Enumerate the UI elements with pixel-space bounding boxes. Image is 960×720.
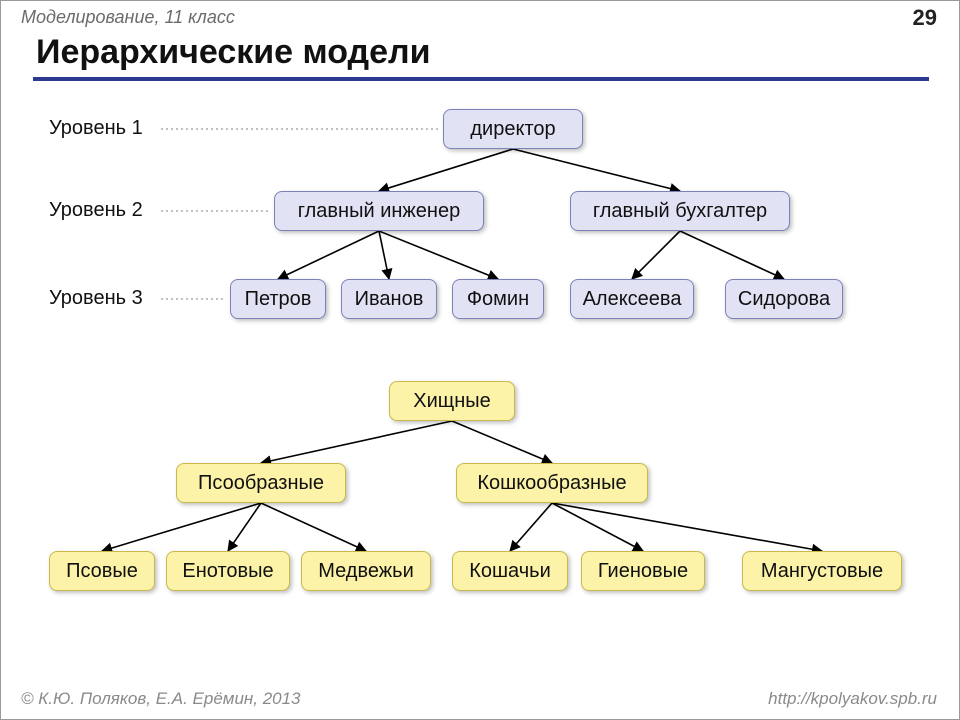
tree-node: Енотовые bbox=[166, 551, 290, 591]
header-subject: Моделирование, 11 класс bbox=[21, 7, 235, 28]
level-label: Уровень 1 bbox=[49, 117, 143, 140]
tree-node: Псообразные bbox=[176, 463, 346, 503]
slide: Моделирование, 11 класс 29 Иерархические… bbox=[0, 0, 960, 720]
tree-node: главный инженер bbox=[274, 191, 484, 231]
tree-node: главный бухгалтер bbox=[570, 191, 790, 231]
tree-node: Иванов bbox=[341, 279, 437, 319]
page-number: 29 bbox=[913, 5, 937, 31]
footer-copyright: © К.Ю. Поляков, Е.А. Ерёмин, 2013 bbox=[21, 689, 301, 709]
tree-node: Кошкообразные bbox=[456, 463, 648, 503]
tree-node: Сидорова bbox=[725, 279, 843, 319]
tree-node: директор bbox=[443, 109, 583, 149]
tree-node: Медвежьи bbox=[301, 551, 431, 591]
title-underline bbox=[33, 77, 929, 81]
tree-node: Петров bbox=[230, 279, 326, 319]
tree-node: Кошачьи bbox=[452, 551, 568, 591]
tree-node: Гиеновые bbox=[581, 551, 705, 591]
level-label: Уровень 2 bbox=[49, 199, 143, 222]
tree-node: Фомин bbox=[452, 279, 544, 319]
footer-url: http://kpolyakov.spb.ru bbox=[768, 689, 937, 709]
level-label: Уровень 3 bbox=[49, 287, 143, 310]
tree-node: Мангустовые bbox=[742, 551, 902, 591]
tree-node: Алексеева bbox=[570, 279, 694, 319]
page-title: Иерархические модели bbox=[36, 33, 431, 72]
tree-node: Хищные bbox=[389, 381, 515, 421]
tree-node: Псовые bbox=[49, 551, 155, 591]
